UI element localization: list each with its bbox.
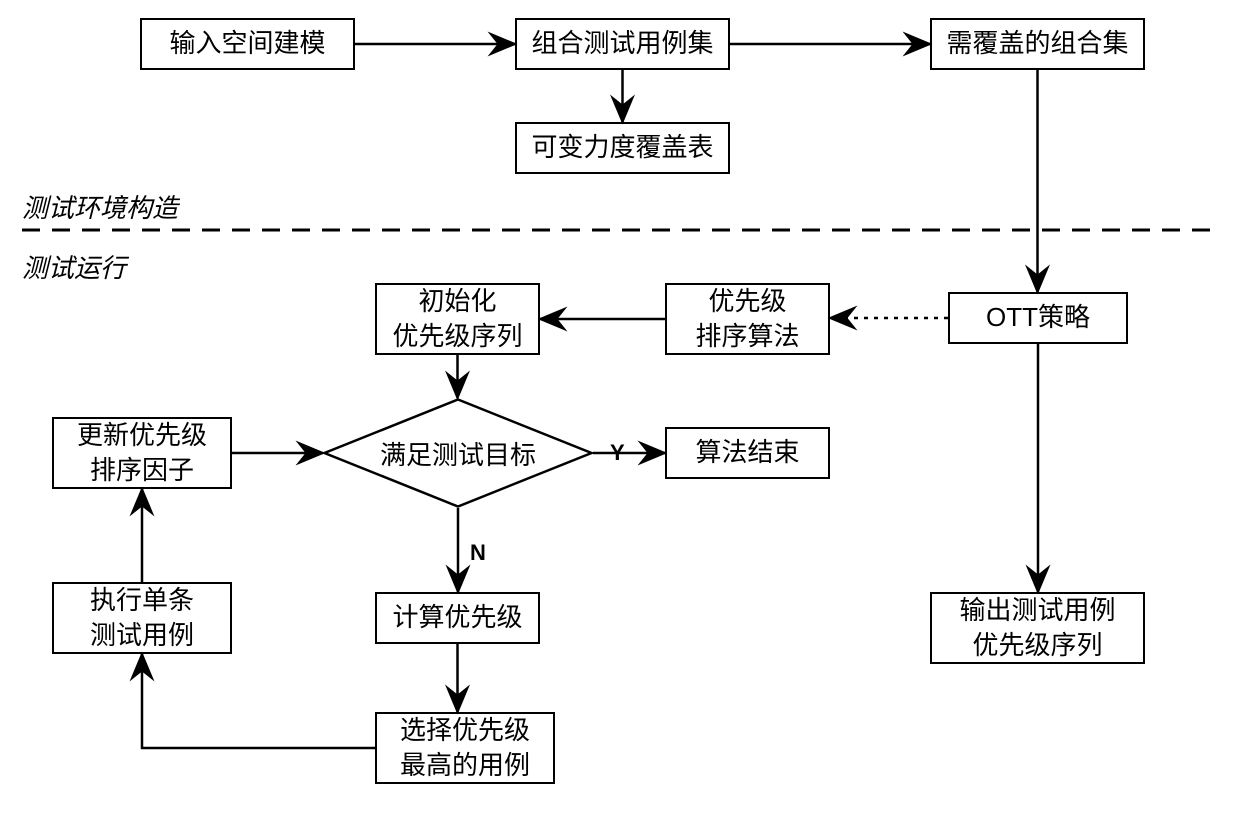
n10-label: 计算优先级	[392, 600, 522, 635]
n7-label: 初始化 优先级序列	[392, 284, 522, 354]
n2: 组合测试用例集	[515, 18, 730, 70]
n10: 计算优先级	[375, 592, 540, 644]
n1-label: 输入空间建模	[169, 26, 325, 61]
n8-label: 算法结束	[695, 435, 799, 470]
n11: 执行单条 测试用例	[52, 582, 232, 654]
n12: 选择优先级 最高的用例	[375, 712, 555, 784]
n2-label: 组合测试用例集	[531, 26, 713, 61]
n3: 需覆盖的组合集	[930, 18, 1145, 70]
n4-label: 可变力度覆盖表	[531, 130, 713, 165]
n11-label: 执行单条 测试用例	[90, 583, 194, 653]
n7: 初始化 优先级序列	[375, 283, 540, 355]
edge-label-y: Y	[610, 440, 625, 466]
n9: 更新优先级 排序因子	[52, 417, 232, 489]
n12-label: 选择优先级 最高的用例	[400, 713, 530, 783]
n8: 算法结束	[665, 427, 830, 479]
n5-label: OTT策略	[986, 300, 1090, 335]
section-run-label: 测试运行	[22, 248, 126, 285]
n13-label: 输出测试用例 优先级序列	[959, 593, 1115, 663]
d1: 满足测试目标	[323, 398, 593, 508]
n4: 可变力度覆盖表	[515, 122, 730, 174]
n1: 输入空间建模	[140, 18, 355, 70]
n6: 优先级 排序算法	[665, 283, 830, 355]
edge-label-n: N	[470, 540, 486, 566]
d1-label: 满足测试目标	[380, 435, 536, 472]
n13: 输出测试用例 优先级序列	[930, 592, 1145, 664]
n6-label: 优先级 排序算法	[695, 284, 799, 354]
n5: OTT策略	[948, 292, 1128, 344]
n9-label: 更新优先级 排序因子	[77, 418, 207, 488]
n3-label: 需覆盖的组合集	[946, 26, 1128, 61]
section-env-label: 测试环境构造	[22, 188, 178, 225]
